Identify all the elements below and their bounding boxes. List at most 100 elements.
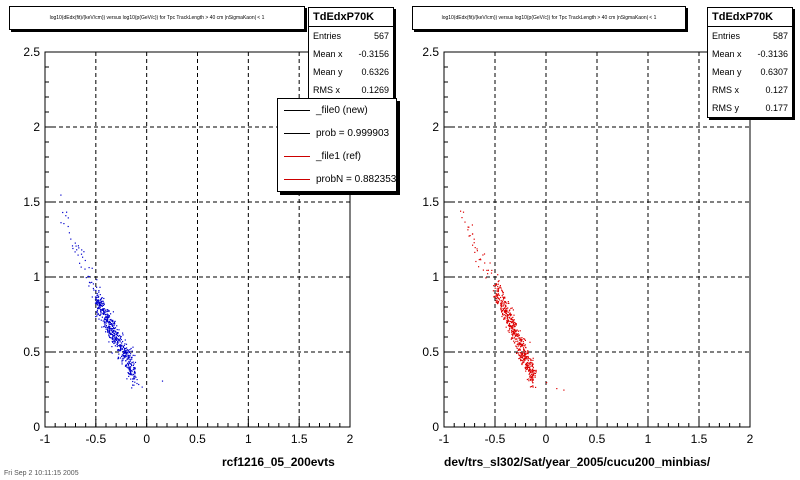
data-point — [110, 327, 112, 329]
left-stats-label: Mean y — [313, 67, 343, 77]
data-point — [131, 387, 133, 389]
data-point — [516, 329, 518, 331]
data-point — [513, 324, 515, 326]
data-point — [494, 287, 496, 289]
data-point — [134, 375, 136, 377]
data-point — [67, 225, 69, 228]
data-point — [97, 313, 99, 316]
data-point — [512, 324, 514, 326]
data-point — [508, 323, 510, 325]
data-point — [108, 316, 111, 318]
data-point — [522, 344, 524, 347]
left-stats-label: Entries — [313, 31, 342, 41]
data-point — [76, 249, 78, 251]
data-point — [103, 297, 105, 300]
data-point — [512, 322, 514, 324]
data-point — [532, 385, 534, 387]
right-stats-value: 0.127 — [765, 85, 788, 95]
data-point — [460, 210, 462, 212]
data-point — [108, 329, 111, 331]
right-stats-row: Mean y 0.6307 — [708, 63, 792, 81]
data-point — [68, 232, 70, 234]
data-point — [497, 286, 499, 288]
data-point — [527, 353, 529, 355]
data-point — [508, 325, 510, 327]
data-point — [112, 323, 114, 325]
data-point — [107, 319, 109, 321]
data-point — [529, 341, 531, 343]
data-point — [110, 330, 113, 332]
data-point — [99, 286, 101, 288]
data-point — [535, 371, 537, 373]
data-point — [132, 354, 134, 356]
data-point — [527, 355, 529, 358]
data-point — [118, 339, 120, 341]
data-point — [94, 299, 97, 301]
right-stats-row: RMS y 0.177 — [708, 99, 792, 117]
data-point — [476, 250, 478, 252]
data-point — [513, 326, 515, 328]
data-point — [510, 331, 513, 333]
data-point — [556, 388, 558, 390]
data-point — [116, 344, 118, 346]
data-point — [109, 321, 111, 324]
data-point — [516, 343, 518, 346]
data-point — [103, 308, 106, 310]
right-stats-label: Mean y — [712, 67, 742, 77]
data-point — [535, 386, 537, 388]
data-point — [108, 330, 110, 332]
data-point — [107, 317, 109, 319]
data-point — [522, 355, 524, 357]
data-point — [96, 311, 98, 313]
data-point — [513, 342, 516, 344]
data-point — [521, 356, 523, 358]
data-point — [532, 377, 534, 379]
data-point — [116, 325, 118, 327]
data-point — [490, 272, 493, 274]
data-point — [531, 376, 533, 378]
data-point — [114, 339, 116, 341]
right-stats-row: Mean x -0.3136 — [708, 45, 792, 63]
data-point — [126, 351, 129, 353]
data-point — [506, 315, 508, 317]
data-point — [129, 349, 131, 351]
data-point — [516, 334, 519, 336]
data-point — [511, 337, 513, 339]
data-point — [126, 347, 128, 349]
data-point — [524, 353, 526, 355]
data-point — [527, 357, 529, 359]
right-x-axis-title: dev/trs_sl302/Sat/year_2005/cucu200_minb… — [444, 455, 711, 469]
data-point — [523, 357, 525, 359]
data-point — [107, 318, 109, 320]
data-point — [106, 313, 108, 315]
data-point — [116, 337, 118, 339]
data-point — [107, 330, 109, 332]
data-point — [123, 349, 125, 351]
data-point — [471, 224, 473, 226]
data-point — [98, 308, 100, 310]
data-point — [117, 341, 119, 343]
data-point — [106, 321, 108, 323]
data-point — [518, 342, 520, 344]
data-point — [521, 339, 523, 341]
data-point — [109, 320, 111, 323]
data-point — [469, 235, 471, 237]
data-point — [134, 367, 136, 369]
data-point — [133, 368, 135, 370]
data-point — [504, 297, 506, 299]
data-point — [509, 324, 511, 326]
data-point — [112, 334, 114, 336]
data-point — [108, 323, 110, 325]
data-point — [118, 353, 120, 355]
data-point — [94, 296, 97, 298]
data-point — [513, 329, 516, 331]
data-point — [508, 310, 510, 312]
data-point — [127, 352, 129, 354]
data-point — [495, 283, 497, 285]
data-point — [531, 372, 533, 374]
x-tick-label: -1 — [40, 432, 51, 446]
data-point — [128, 350, 130, 352]
data-point — [524, 358, 526, 360]
data-point — [529, 361, 531, 364]
data-point — [500, 307, 502, 309]
